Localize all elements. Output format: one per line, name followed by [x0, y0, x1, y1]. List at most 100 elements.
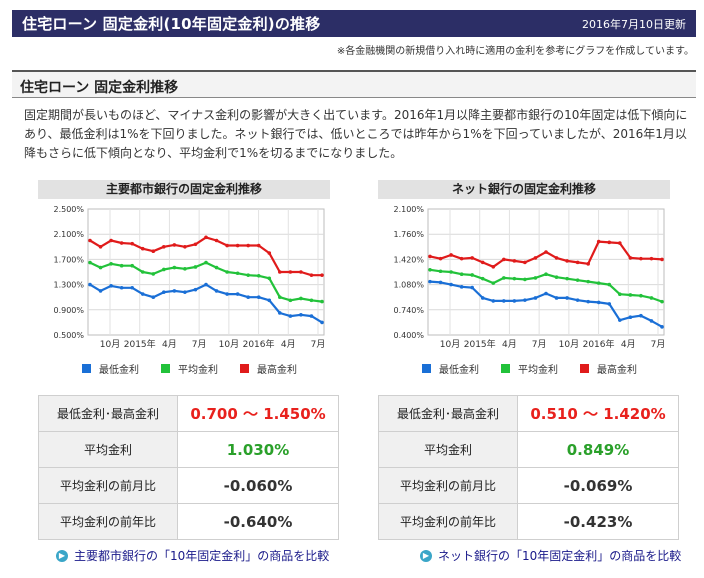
data-point [256, 295, 261, 299]
data-point [267, 276, 272, 281]
data-point [523, 277, 527, 282]
data-point [618, 241, 622, 245]
x-tick-label: 2016年 [583, 338, 615, 350]
data-point [299, 296, 303, 301]
data-point [320, 273, 324, 277]
data-point [639, 313, 643, 318]
legend-label-min: 最低金利 [99, 365, 139, 376]
data-point [596, 239, 601, 244]
x-tick-label: 4月 [621, 339, 636, 350]
data-point [309, 273, 314, 277]
data-point [246, 295, 250, 299]
link-label: 主要都市銀行の「10年固定金利」の商品を比較 [74, 549, 330, 563]
data-point [214, 289, 219, 293]
data-point [246, 243, 250, 248]
x-tick-label: 7月 [651, 339, 666, 350]
data-point [183, 267, 187, 271]
data-point [193, 287, 198, 292]
data-point [320, 320, 324, 325]
data-point [162, 267, 166, 272]
x-tick-label: 4月 [162, 339, 177, 350]
data-point [533, 256, 538, 260]
data-point [119, 263, 124, 268]
data-point [256, 273, 261, 278]
row-value: -0.069% [517, 467, 679, 504]
data-point [109, 284, 113, 288]
legend-item-avg: 平均金利 [501, 361, 558, 376]
data-point [428, 267, 432, 272]
row-label: 平均金利の前年比 [38, 503, 178, 540]
data-point [288, 270, 293, 274]
data-point [193, 265, 198, 269]
legend-item-avg: 平均金利 [161, 361, 218, 376]
data-point [554, 296, 559, 300]
data-point [660, 299, 664, 304]
data-point [628, 293, 633, 297]
data-point [554, 275, 559, 279]
data-point [470, 273, 474, 277]
data-point [235, 243, 240, 248]
data-point [459, 256, 464, 261]
x-tick-label: 4月 [281, 339, 296, 350]
data-point [596, 300, 601, 305]
table-row: 平均金利の前月比 -0.069% [378, 467, 679, 504]
data-point [172, 289, 177, 293]
y-tick-label: 1.700% [53, 255, 84, 264]
row-label: 平均金利 [38, 431, 178, 468]
legend-swatch-min [422, 364, 431, 373]
x-tick-label: 10月 [440, 339, 460, 350]
row-value: 1.030% [177, 431, 339, 468]
data-point [491, 265, 496, 269]
data-point [512, 259, 517, 263]
data-point [151, 295, 156, 299]
data-point [88, 282, 92, 287]
data-point [449, 253, 453, 257]
table-row: 平均金利 1.030% [38, 431, 339, 468]
data-point [544, 250, 548, 254]
data-point [256, 243, 261, 248]
chart-title-city-banks: 主要都市銀行の固定金利推移 [38, 180, 330, 199]
data-point [225, 292, 229, 296]
data-point [130, 241, 134, 246]
data-point [183, 290, 187, 294]
compare-city-banks-link[interactable]: ▶ 主要都市銀行の「10年固定金利」の商品を比較 [56, 547, 329, 564]
x-tick-label: 4月 [502, 339, 517, 350]
page-header: 住宅ローン 固定金利(10年固定金利)の推移 2016年7月10日更新 [12, 10, 696, 37]
data-point [533, 276, 538, 280]
data-point [586, 299, 590, 304]
link-label: ネット銀行の「10年固定金利」の商品を比較 [438, 549, 682, 563]
data-point [649, 296, 654, 300]
table-row: 平均金利の前年比 -0.423% [378, 503, 679, 540]
data-point [109, 262, 113, 266]
data-point [459, 285, 464, 289]
data-point [299, 313, 303, 317]
row-value: -0.423% [517, 503, 679, 540]
data-point [235, 271, 240, 276]
data-point [119, 241, 124, 245]
data-point [565, 259, 569, 263]
row-label: 最低金利･最高金利 [378, 395, 518, 432]
data-point [480, 296, 485, 300]
legend-item-min: 最低金利 [82, 361, 139, 376]
row-label: 平均金利の前年比 [378, 503, 518, 540]
data-point [204, 282, 208, 287]
data-point [586, 262, 590, 266]
legend-swatch-max [240, 364, 249, 373]
x-tick-label: 2016年 [243, 338, 275, 350]
data-point [523, 298, 527, 302]
data-point [98, 289, 103, 293]
data-point [512, 299, 517, 303]
data-point [596, 281, 601, 285]
data-point [204, 235, 208, 240]
data-point [544, 291, 548, 296]
data-point [288, 298, 293, 303]
y-tick-label: 2.500% [53, 205, 84, 214]
data-point [502, 299, 506, 303]
data-point [459, 272, 464, 277]
data-point [130, 263, 134, 268]
stats-table-net-banks: 最低金利･最高金利 0.510 ～ 1.420% 平均金利 0.849% 平均金… [378, 395, 679, 540]
legend-label-avg: 平均金利 [178, 365, 218, 376]
table-row: 平均金利 0.849% [378, 431, 679, 468]
data-point [428, 279, 432, 284]
compare-net-banks-link[interactable]: ▶ ネット銀行の「10年固定金利」の商品を比較 [420, 547, 681, 564]
